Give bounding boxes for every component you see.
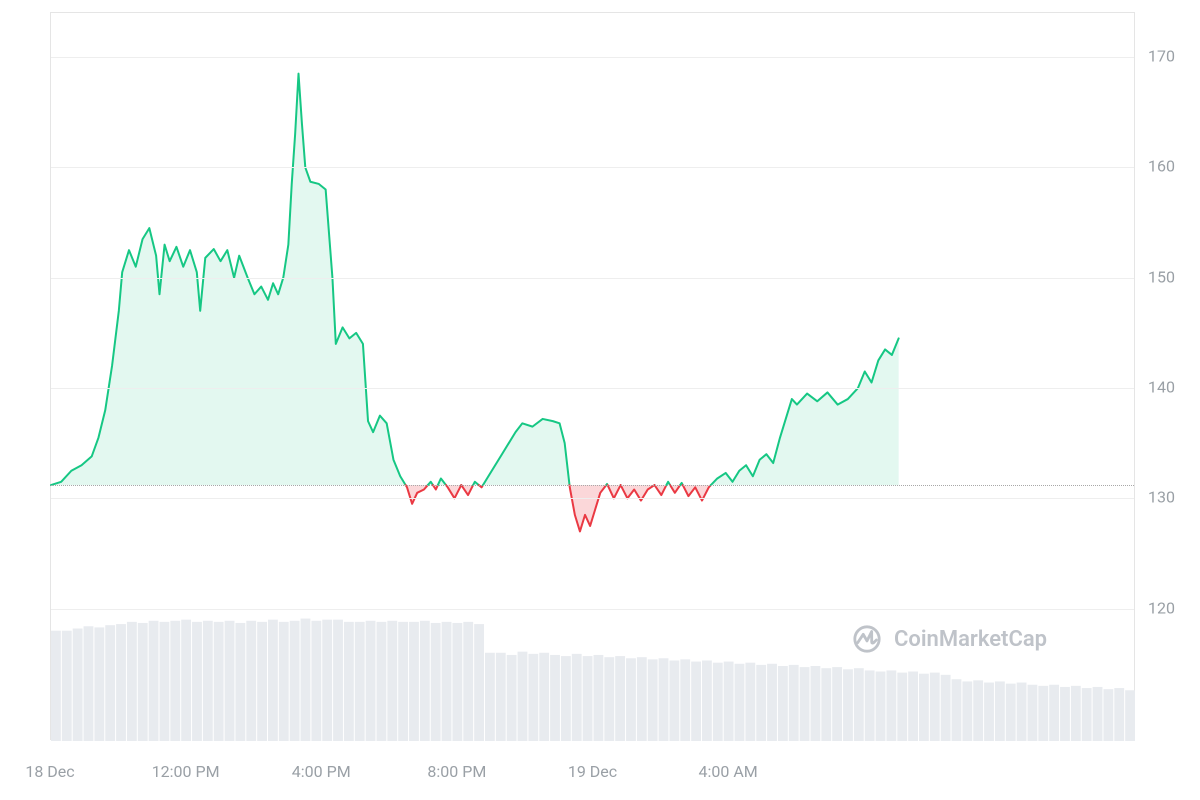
baseline [51,485,1134,486]
y-axis-label: 120 [1148,598,1175,617]
gridline [51,609,1134,610]
x-axis-label: 4:00 AM [699,762,758,781]
x-axis-label: 4:00 PM [292,762,351,781]
watermark-label: CoinMarketCap [894,627,1047,652]
watermark: CoinMarketCap [852,624,1047,654]
x-axis-label: 12:00 PM [152,762,220,781]
x-axis-label: 8:00 PM [427,762,486,781]
area-up [483,419,570,485]
gridline [51,57,1134,58]
coinmarketcap-logo-icon [852,624,882,654]
gridline [51,388,1134,389]
y-axis-label: 170 [1148,47,1175,66]
gridline [51,167,1134,168]
y-axis-label: 130 [1148,488,1175,507]
area-up [711,338,899,485]
y-axis-label: 160 [1148,157,1175,176]
gridline [51,498,1134,499]
x-axis-label: 19 Dec [568,762,617,781]
y-axis-label: 150 [1148,267,1175,286]
area-up [51,74,406,485]
x-axis-label: 18 Dec [25,762,74,781]
gridline [51,278,1134,279]
y-axis-label: 140 [1148,378,1175,397]
